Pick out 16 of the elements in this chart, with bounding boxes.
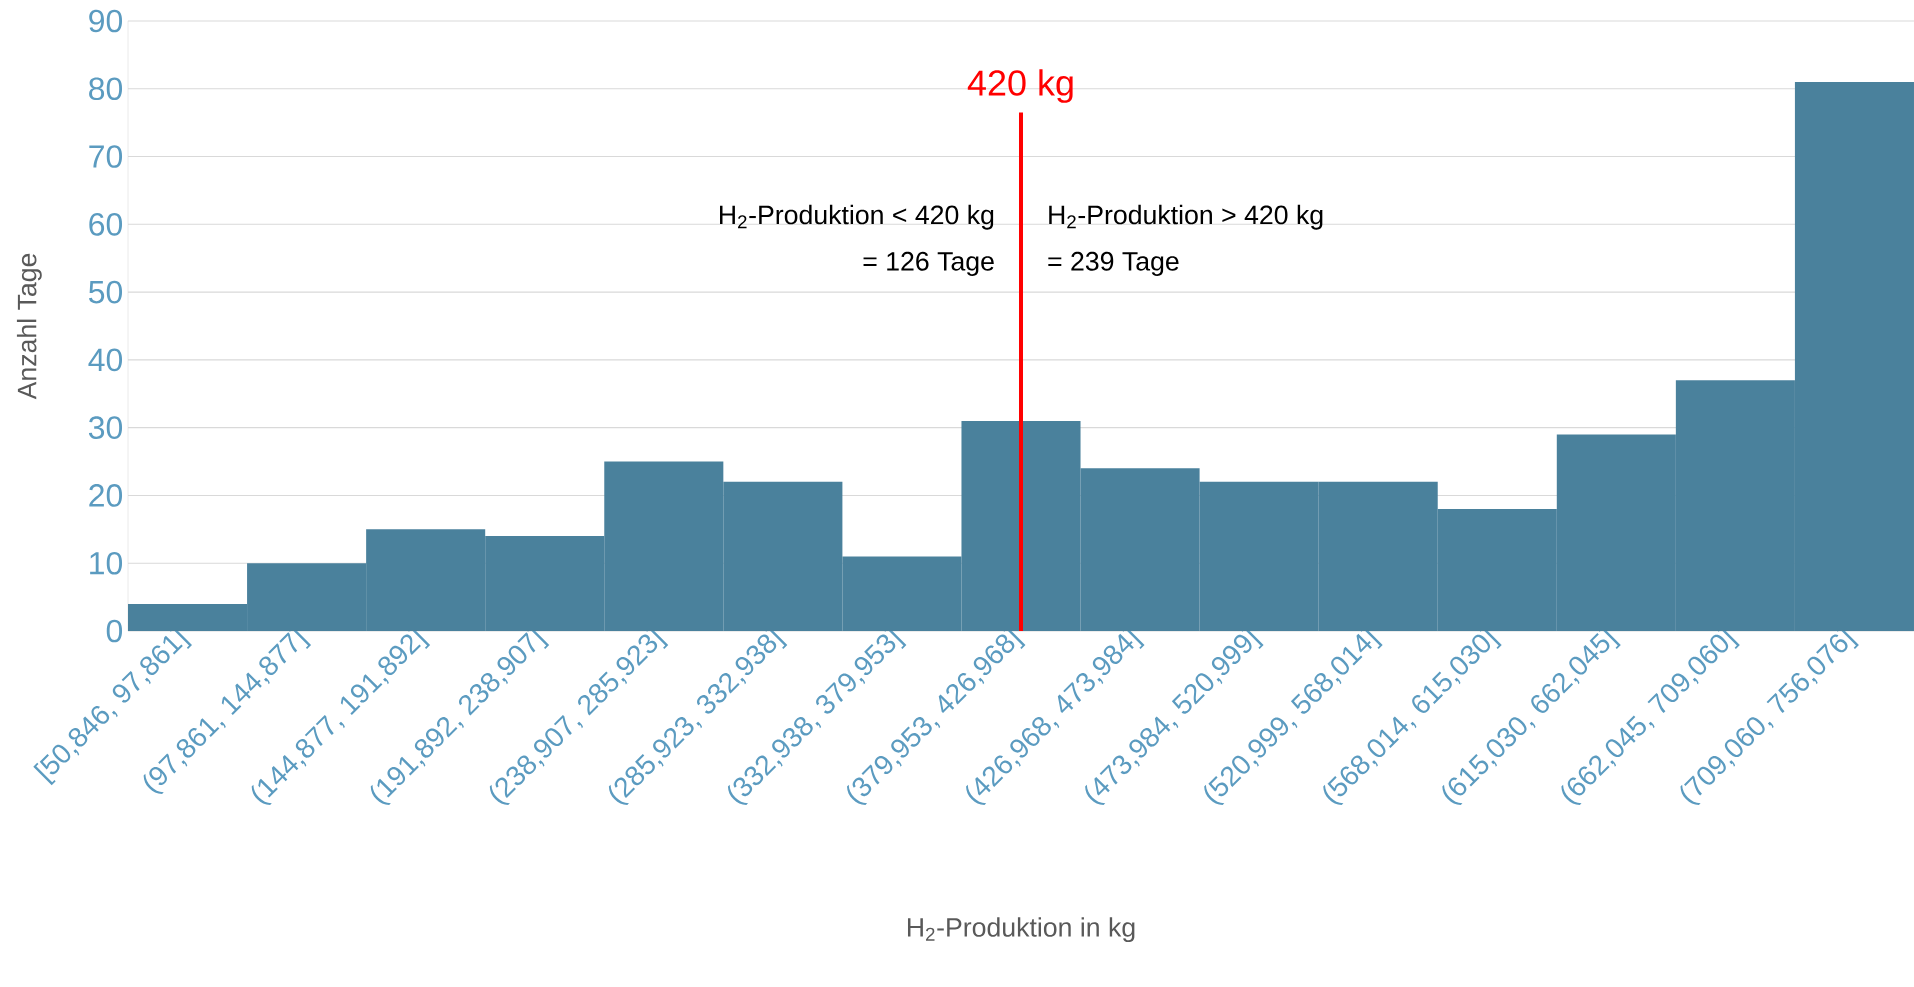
- y-axis-title: Anzahl Tage: [16, 253, 42, 400]
- y-tick-label: 30: [88, 416, 123, 439]
- y-tick-label: 60: [89, 213, 123, 236]
- y-tick-label: 10: [90, 551, 123, 575]
- y-tick-label: 70: [89, 145, 123, 168]
- y-tick-label: 50: [88, 280, 123, 304]
- annotation: = 239 Tage: [1048, 251, 1179, 277]
- y-tick-label: 80: [89, 77, 123, 101]
- y-tick-label: 90: [89, 9, 123, 33]
- y-tick-label: 40: [88, 348, 123, 372]
- annotation: = 126 Tage: [863, 251, 994, 277]
- x-axis-title: H$_{2}$-Produktion in kg: [907, 917, 1135, 943]
- y-tick-label: 20: [89, 484, 123, 507]
- annotation: H$_{2}$-Produktion > 420 kg: [1049, 204, 1323, 230]
- annotation: H$_{2}$-Produktion < 420 kg: [720, 204, 994, 230]
- ref-line-label: 420 kg: [967, 69, 1073, 103]
